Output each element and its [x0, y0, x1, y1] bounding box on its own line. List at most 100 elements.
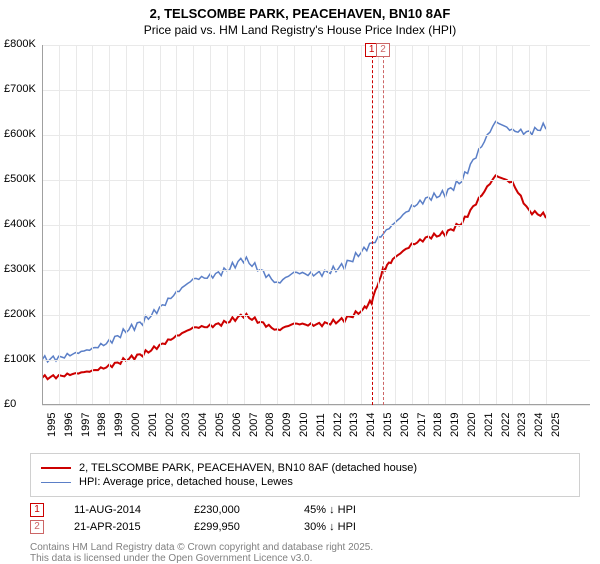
gridline-h [42, 135, 590, 136]
event-vline [383, 45, 384, 405]
gridline-v [126, 45, 127, 405]
x-tick-label: 2003 [180, 413, 192, 437]
gridline-v [529, 45, 530, 405]
gridline-h [42, 45, 590, 46]
gridline-v [445, 45, 446, 405]
gridline-v [160, 45, 161, 405]
gridline-h [42, 90, 590, 91]
x-tick-label: 2015 [382, 413, 394, 437]
y-tick-label: £400K [4, 218, 36, 230]
gridline-v [109, 45, 110, 405]
x-tick-label: 2021 [483, 413, 495, 437]
y-tick-label: £500K [4, 173, 36, 185]
gridline-v [244, 45, 245, 405]
gridline-v [92, 45, 93, 405]
y-tick-label: £700K [4, 83, 36, 95]
x-tick-label: 1999 [113, 413, 125, 437]
y-tick-label: £600K [4, 128, 36, 140]
x-tick-label: 2017 [416, 413, 428, 437]
gridline-v [428, 45, 429, 405]
x-tick-label: 2012 [332, 413, 344, 437]
footer-line2: This data is licensed under the Open Gov… [30, 553, 580, 564]
legend-swatch [41, 482, 71, 483]
gridline-h [42, 315, 590, 316]
gridline-v [311, 45, 312, 405]
gridline-v [546, 45, 547, 405]
event-vline [372, 45, 373, 405]
x-tick-label: 2011 [315, 413, 327, 437]
y-tick-label: £100K [4, 353, 36, 365]
x-tick-label: 2025 [550, 413, 562, 437]
footer-line1: Contains HM Land Registry data © Crown c… [30, 542, 580, 553]
gridline-v [143, 45, 144, 405]
gridline-h [42, 360, 590, 361]
x-tick-label: 2006 [231, 413, 243, 437]
x-axis-labels: 1995199619971998199920002001200220032004… [4, 405, 600, 445]
x-tick-label: 2008 [264, 413, 276, 437]
event-delta: 45% ↓ HPI [304, 504, 356, 516]
gridline-v [328, 45, 329, 405]
gridline-h [42, 270, 590, 271]
x-tick-label: 2010 [298, 413, 310, 437]
y-tick-label: £300K [4, 263, 36, 275]
gridline-v [277, 45, 278, 405]
x-tick-label: 2024 [533, 413, 545, 437]
gridline-v [512, 45, 513, 405]
event-list: 111-AUG-2014£230,00045% ↓ HPI221-APR-201… [30, 503, 580, 534]
x-tick-label: 2018 [432, 413, 444, 437]
event-price: £230,000 [194, 504, 274, 516]
event-row: 2 21-APR-2015 £299,950 30% ↓ HPI [30, 520, 580, 534]
event-num-box: 2 [30, 520, 44, 534]
x-tick-label: 1995 [46, 413, 58, 437]
gridline-v [479, 45, 480, 405]
gridline-v [227, 45, 228, 405]
gridline-h [42, 225, 590, 226]
gridline-v [378, 45, 379, 405]
gridline-v [361, 45, 362, 405]
x-tick-label: 2005 [214, 413, 226, 437]
legend-box: 2, TELSCOMBE PARK, PEACEHAVEN, BN10 8AF … [30, 453, 580, 497]
event-price: £299,950 [194, 521, 274, 533]
gridline-v [210, 45, 211, 405]
x-tick-label: 2000 [130, 413, 142, 437]
gridline-v [344, 45, 345, 405]
x-tick-label: 2013 [348, 413, 360, 437]
gridline-v [496, 45, 497, 405]
legend-label: HPI: Average price, detached house, Lewe… [79, 476, 293, 488]
y-axis [42, 45, 43, 405]
x-tick-label: 2022 [500, 413, 512, 437]
x-tick-label: 2002 [164, 413, 176, 437]
x-tick-label: 2014 [365, 413, 377, 437]
x-tick-label: 2004 [197, 413, 209, 437]
x-tick-label: 2007 [248, 413, 260, 437]
gridline-h [42, 180, 590, 181]
gridline-v [294, 45, 295, 405]
event-row: 111-AUG-2014£230,00045% ↓ HPI [30, 503, 580, 517]
gridline-v [260, 45, 261, 405]
x-tick-label: 1996 [63, 413, 75, 437]
legend-swatch [41, 467, 71, 469]
event-num-box: 1 [30, 503, 44, 517]
chart-subtitle: Price paid vs. HM Land Registry's House … [0, 23, 600, 37]
gridline-v [412, 45, 413, 405]
gridline-v [462, 45, 463, 405]
y-tick-label: £800K [4, 38, 36, 50]
event-date: 21-APR-2015 [74, 521, 164, 533]
gridline-v [59, 45, 60, 405]
chart-plot-area: £0£100K£200K£300K£400K£500K£600K£700K£80… [4, 45, 600, 405]
gridline-v [76, 45, 77, 405]
gridline-v [176, 45, 177, 405]
x-tick-label: 2016 [399, 413, 411, 437]
chart-titles: 2, TELSCOMBE PARK, PEACEHAVEN, BN10 8AF … [0, 0, 600, 37]
chart-title: 2, TELSCOMBE PARK, PEACEHAVEN, BN10 8AF [0, 6, 600, 21]
legend-item: 2, TELSCOMBE PARK, PEACEHAVEN, BN10 8AF … [41, 462, 569, 474]
x-tick-label: 2020 [466, 413, 478, 437]
gridline-v [395, 45, 396, 405]
footer-attribution: Contains HM Land Registry data © Crown c… [30, 542, 580, 564]
x-tick-label: 1997 [80, 413, 92, 437]
x-tick-label: 2023 [516, 413, 528, 437]
gridline-v [193, 45, 194, 405]
x-tick-label: 2019 [449, 413, 461, 437]
x-tick-label: 2001 [147, 413, 159, 437]
event-delta: 30% ↓ HPI [304, 521, 356, 533]
